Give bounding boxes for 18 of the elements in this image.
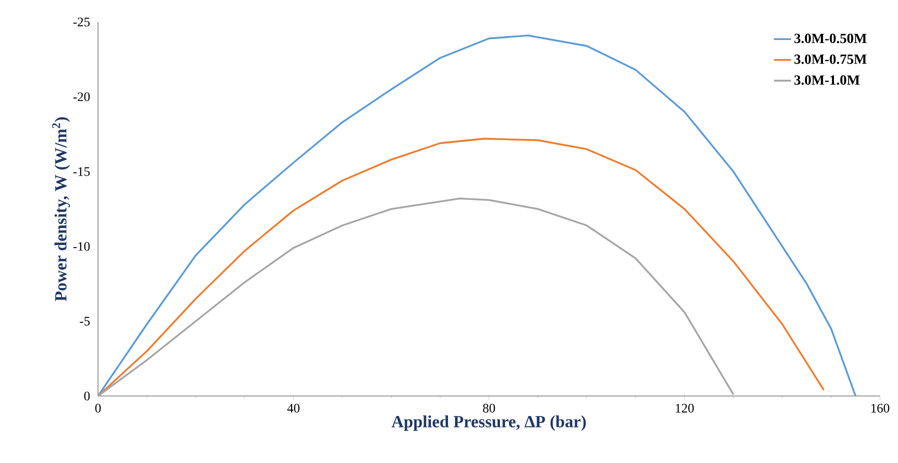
legend-label: 3.0M-0.75M [794,54,867,64]
y-tick-label: -10 [73,242,90,251]
y-tick-label: 0 [84,392,90,400]
x-tick-label: 160 [871,404,890,413]
y-tick-label: -20 [73,92,90,102]
x-tick-label: 0 [95,404,101,413]
x-tick-label: 120 [676,404,694,413]
line-series [97,198,734,397]
y-tick-label: -25 [73,18,90,26]
y-tick-label: -15 [73,167,90,176]
x-tick-label: 80 [483,404,496,413]
legend-label: 3.0M-0.50M [794,34,867,44]
x-tick-label: 40 [287,404,300,413]
y-axis-title: Power density, W (W/m$^{2}$) [52,117,70,302]
legend-label: 3.0M-1.0M [794,75,860,85]
line-series [97,138,825,397]
y-tick-label: -5 [80,316,90,326]
x-axis-title: Applied Pressure, ΔP (bar) [392,415,586,431]
